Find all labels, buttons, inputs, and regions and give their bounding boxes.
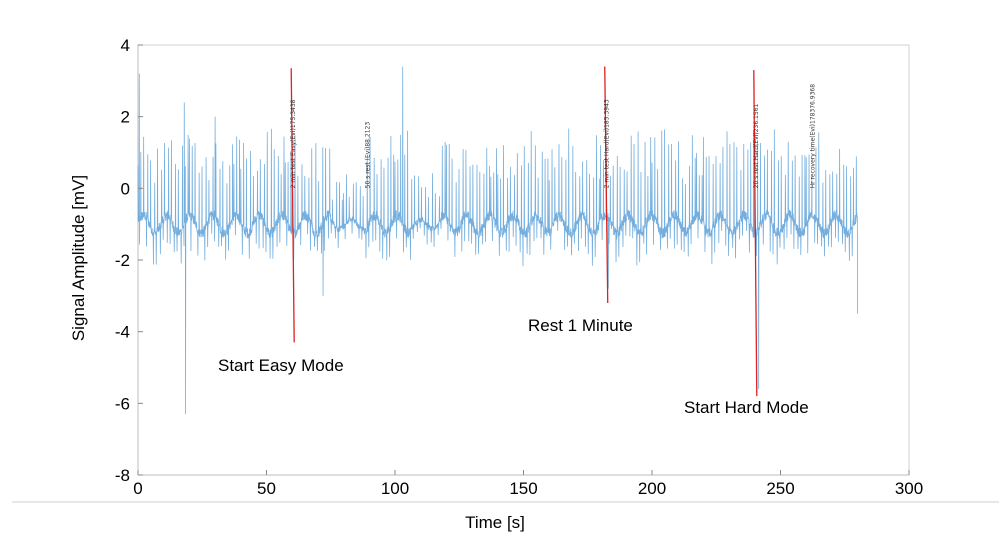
x-tick-label: 250: [766, 479, 794, 498]
x-tick-label: 50: [257, 479, 276, 498]
event-marker-line: [753, 70, 758, 397]
x-tick-label: 0: [133, 479, 142, 498]
event-marker-line: [604, 66, 609, 304]
y-tick-label: 0: [121, 179, 130, 198]
x-tick-label: 100: [381, 479, 409, 498]
signal-series: [137, 66, 858, 415]
y-tick-label: 2: [121, 108, 130, 127]
event-marker-label: Start Easy Mode: [218, 356, 344, 375]
vertical-marker-text: Hr recovery time(Evi)178376.9368: [809, 84, 816, 189]
x-tick-label: 200: [638, 479, 666, 498]
x-axis-label: Time [s]: [465, 513, 525, 532]
y-tick-label: -2: [115, 251, 130, 270]
x-tick-label: 150: [509, 479, 537, 498]
y-tick-label: -6: [115, 394, 130, 413]
y-tick-label: -8: [115, 466, 130, 485]
event-marker-label: Start Hard Mode: [684, 398, 809, 417]
y-tick-label: -4: [115, 323, 130, 342]
event-marker-label: Rest 1 Minute: [528, 316, 633, 335]
plot-frame: [137, 44, 910, 476]
y-axis-label: Signal Amplitude [mV]: [69, 175, 88, 341]
signal-line: [137, 66, 858, 415]
event-markers: Start Easy Mode Rest 1 Minute Start Hard M…: [218, 66, 816, 417]
event-marker-line: [290, 68, 295, 343]
vertical-marker-text: 2 min test Hard(Evi)185.3943: [604, 99, 611, 188]
vertical-marker-text: 50 s rest (Evi)88.2123: [365, 122, 372, 189]
vertical-marker-text: 20 s rest Hard(Evi)236.1561: [753, 103, 760, 188]
axis-ticks: 0 50 100 150 200 250 300 -8 -6 -4 -2 0 2 4: [115, 36, 923, 498]
vertical-marker-text: 2 min test Easy(Evi)175.3438: [290, 99, 297, 188]
y-tick-label: 4: [121, 36, 130, 55]
x-tick-label: 300: [895, 479, 923, 498]
